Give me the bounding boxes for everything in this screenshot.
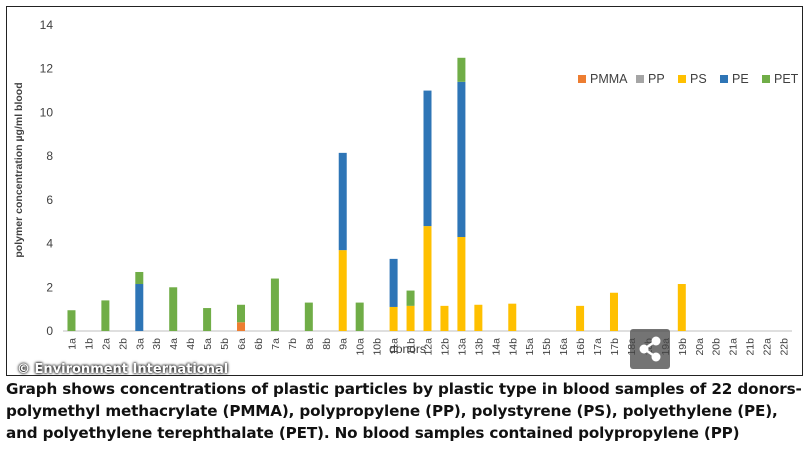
x-tick-label: 20a bbox=[694, 338, 706, 356]
bar-pet-6a bbox=[237, 304, 246, 323]
y-tick-label: 12 bbox=[40, 62, 54, 76]
legend-swatch-pmma bbox=[578, 75, 586, 83]
y-tick-label: 8 bbox=[46, 149, 53, 163]
legend-label-ps: PS bbox=[690, 72, 707, 86]
x-tick-label: 16a bbox=[558, 338, 570, 356]
bar-pe-11a bbox=[389, 258, 398, 307]
x-tick-label: 16b bbox=[575, 338, 587, 356]
x-tick-label: 2b bbox=[117, 338, 129, 350]
bar-pe-12a bbox=[423, 90, 432, 227]
x-tick-label: 4a bbox=[168, 338, 180, 350]
x-tick-label: 12b bbox=[439, 338, 451, 356]
legend-label-pmma: PMMA bbox=[590, 72, 628, 86]
bar-pet-8a bbox=[304, 302, 313, 331]
x-tick-label: 22a bbox=[762, 338, 774, 356]
x-tick-label: 4b bbox=[185, 338, 197, 350]
x-axis-label: donors bbox=[389, 342, 426, 356]
bar-ps-9a bbox=[338, 250, 347, 331]
legend-swatch-pp bbox=[636, 75, 644, 83]
bar-ps-11a bbox=[389, 306, 398, 331]
bar-pmma-6a bbox=[237, 322, 246, 331]
legend-swatch-pet bbox=[762, 75, 770, 83]
bar-ps-13a bbox=[457, 237, 466, 331]
x-tick-label: 11a bbox=[389, 338, 401, 355]
bar-ps-19b bbox=[677, 284, 686, 331]
x-tick-label: 6b bbox=[253, 338, 265, 350]
x-tick-label: 3b bbox=[151, 338, 163, 350]
bar-pet-13a bbox=[457, 57, 466, 82]
bar-pe-13a bbox=[457, 81, 466, 238]
legend-swatch-pe bbox=[720, 75, 728, 83]
x-tick-label: 7b bbox=[287, 338, 299, 350]
x-tick-label: 21a bbox=[728, 338, 740, 356]
bar-pet-1a bbox=[67, 310, 76, 331]
chart-figure: 0 2 4 6 8 10 12 14 polymer concentration µg/ml b… bbox=[6, 6, 803, 377]
x-tick-label: 1a bbox=[66, 338, 78, 350]
x-tick-label: 8b bbox=[321, 338, 333, 350]
bar-pet-5a bbox=[203, 308, 212, 331]
y-tick-label: 4 bbox=[46, 237, 53, 251]
x-tick-label: 17b bbox=[609, 338, 621, 356]
x-tick-label: 9a bbox=[338, 338, 350, 350]
x-tick-label: 2a bbox=[100, 338, 112, 350]
y-tick-label: 2 bbox=[46, 280, 53, 294]
x-tick-label: 20b bbox=[711, 338, 723, 356]
legend-swatch-ps bbox=[678, 75, 686, 83]
y-tick-label: 14 bbox=[40, 18, 54, 32]
bar-pet-2a bbox=[101, 300, 110, 331]
share-icon bbox=[639, 336, 661, 362]
x-tick-label: 11b bbox=[406, 338, 418, 355]
bar-ps-13b bbox=[474, 304, 483, 331]
y-tick-label: 10 bbox=[40, 105, 54, 119]
x-tick-label: 19b bbox=[677, 338, 689, 356]
bar-ps-12b bbox=[440, 305, 449, 331]
bar-pet-7a bbox=[270, 278, 279, 331]
bar-pet-11b bbox=[406, 290, 415, 306]
x-tick-label: 14b bbox=[507, 338, 519, 356]
x-tick-label: 15a bbox=[524, 338, 536, 356]
x-tick-label: 22b bbox=[779, 338, 791, 356]
bar-pet-4a bbox=[169, 287, 178, 331]
x-tick-label: 6a bbox=[236, 338, 248, 350]
legend-label-pp: PP bbox=[648, 72, 665, 86]
x-tick-label: 13a bbox=[456, 338, 468, 356]
x-tick-label: 10b bbox=[372, 338, 384, 356]
figure-caption: Graph shows concentrations of plastic pa… bbox=[6, 380, 802, 442]
bar-ps-11b bbox=[406, 305, 415, 331]
x-tick-label: 3a bbox=[134, 338, 146, 350]
bar-ps-14b bbox=[508, 303, 517, 331]
x-tick-label: 7a bbox=[270, 338, 282, 350]
y-tick-label: 6 bbox=[46, 193, 53, 207]
legend-label-pe: PE bbox=[732, 72, 749, 86]
x-tick-label: 12a bbox=[423, 338, 435, 356]
x-tick-label: 15b bbox=[541, 338, 553, 356]
legend-label-pet: PET bbox=[774, 72, 799, 86]
bar-pet-10a bbox=[355, 302, 364, 331]
x-tick-label: 5b bbox=[219, 338, 231, 350]
bar-pet-3a bbox=[135, 271, 144, 285]
y-tick-label: 0 bbox=[46, 324, 53, 338]
bar-ps-12a bbox=[423, 226, 432, 331]
image-credit: © Environment International bbox=[17, 362, 229, 377]
y-axis-label: polymer concentration µg/ml blood bbox=[13, 82, 25, 257]
x-tick-label: 8a bbox=[304, 338, 316, 350]
x-tick-label: 1b bbox=[83, 338, 95, 350]
x-tick-label: 13b bbox=[473, 338, 485, 356]
x-tick-label: 5a bbox=[202, 338, 214, 350]
chart-svg: 0 2 4 6 8 10 12 14 polymer concentration µg/ml b… bbox=[13, 18, 799, 356]
bar-pe-9a bbox=[338, 152, 347, 251]
x-tick-label: 10a bbox=[355, 338, 367, 356]
bar-pe-3a bbox=[135, 284, 144, 331]
x-tick-label: 21b bbox=[745, 338, 757, 356]
bar-ps-17b bbox=[609, 292, 618, 331]
x-tick-label: 17a bbox=[592, 338, 604, 356]
x-tick-label: 14a bbox=[490, 338, 502, 356]
bar-ps-16b bbox=[576, 305, 585, 331]
share-button[interactable] bbox=[630, 329, 670, 369]
